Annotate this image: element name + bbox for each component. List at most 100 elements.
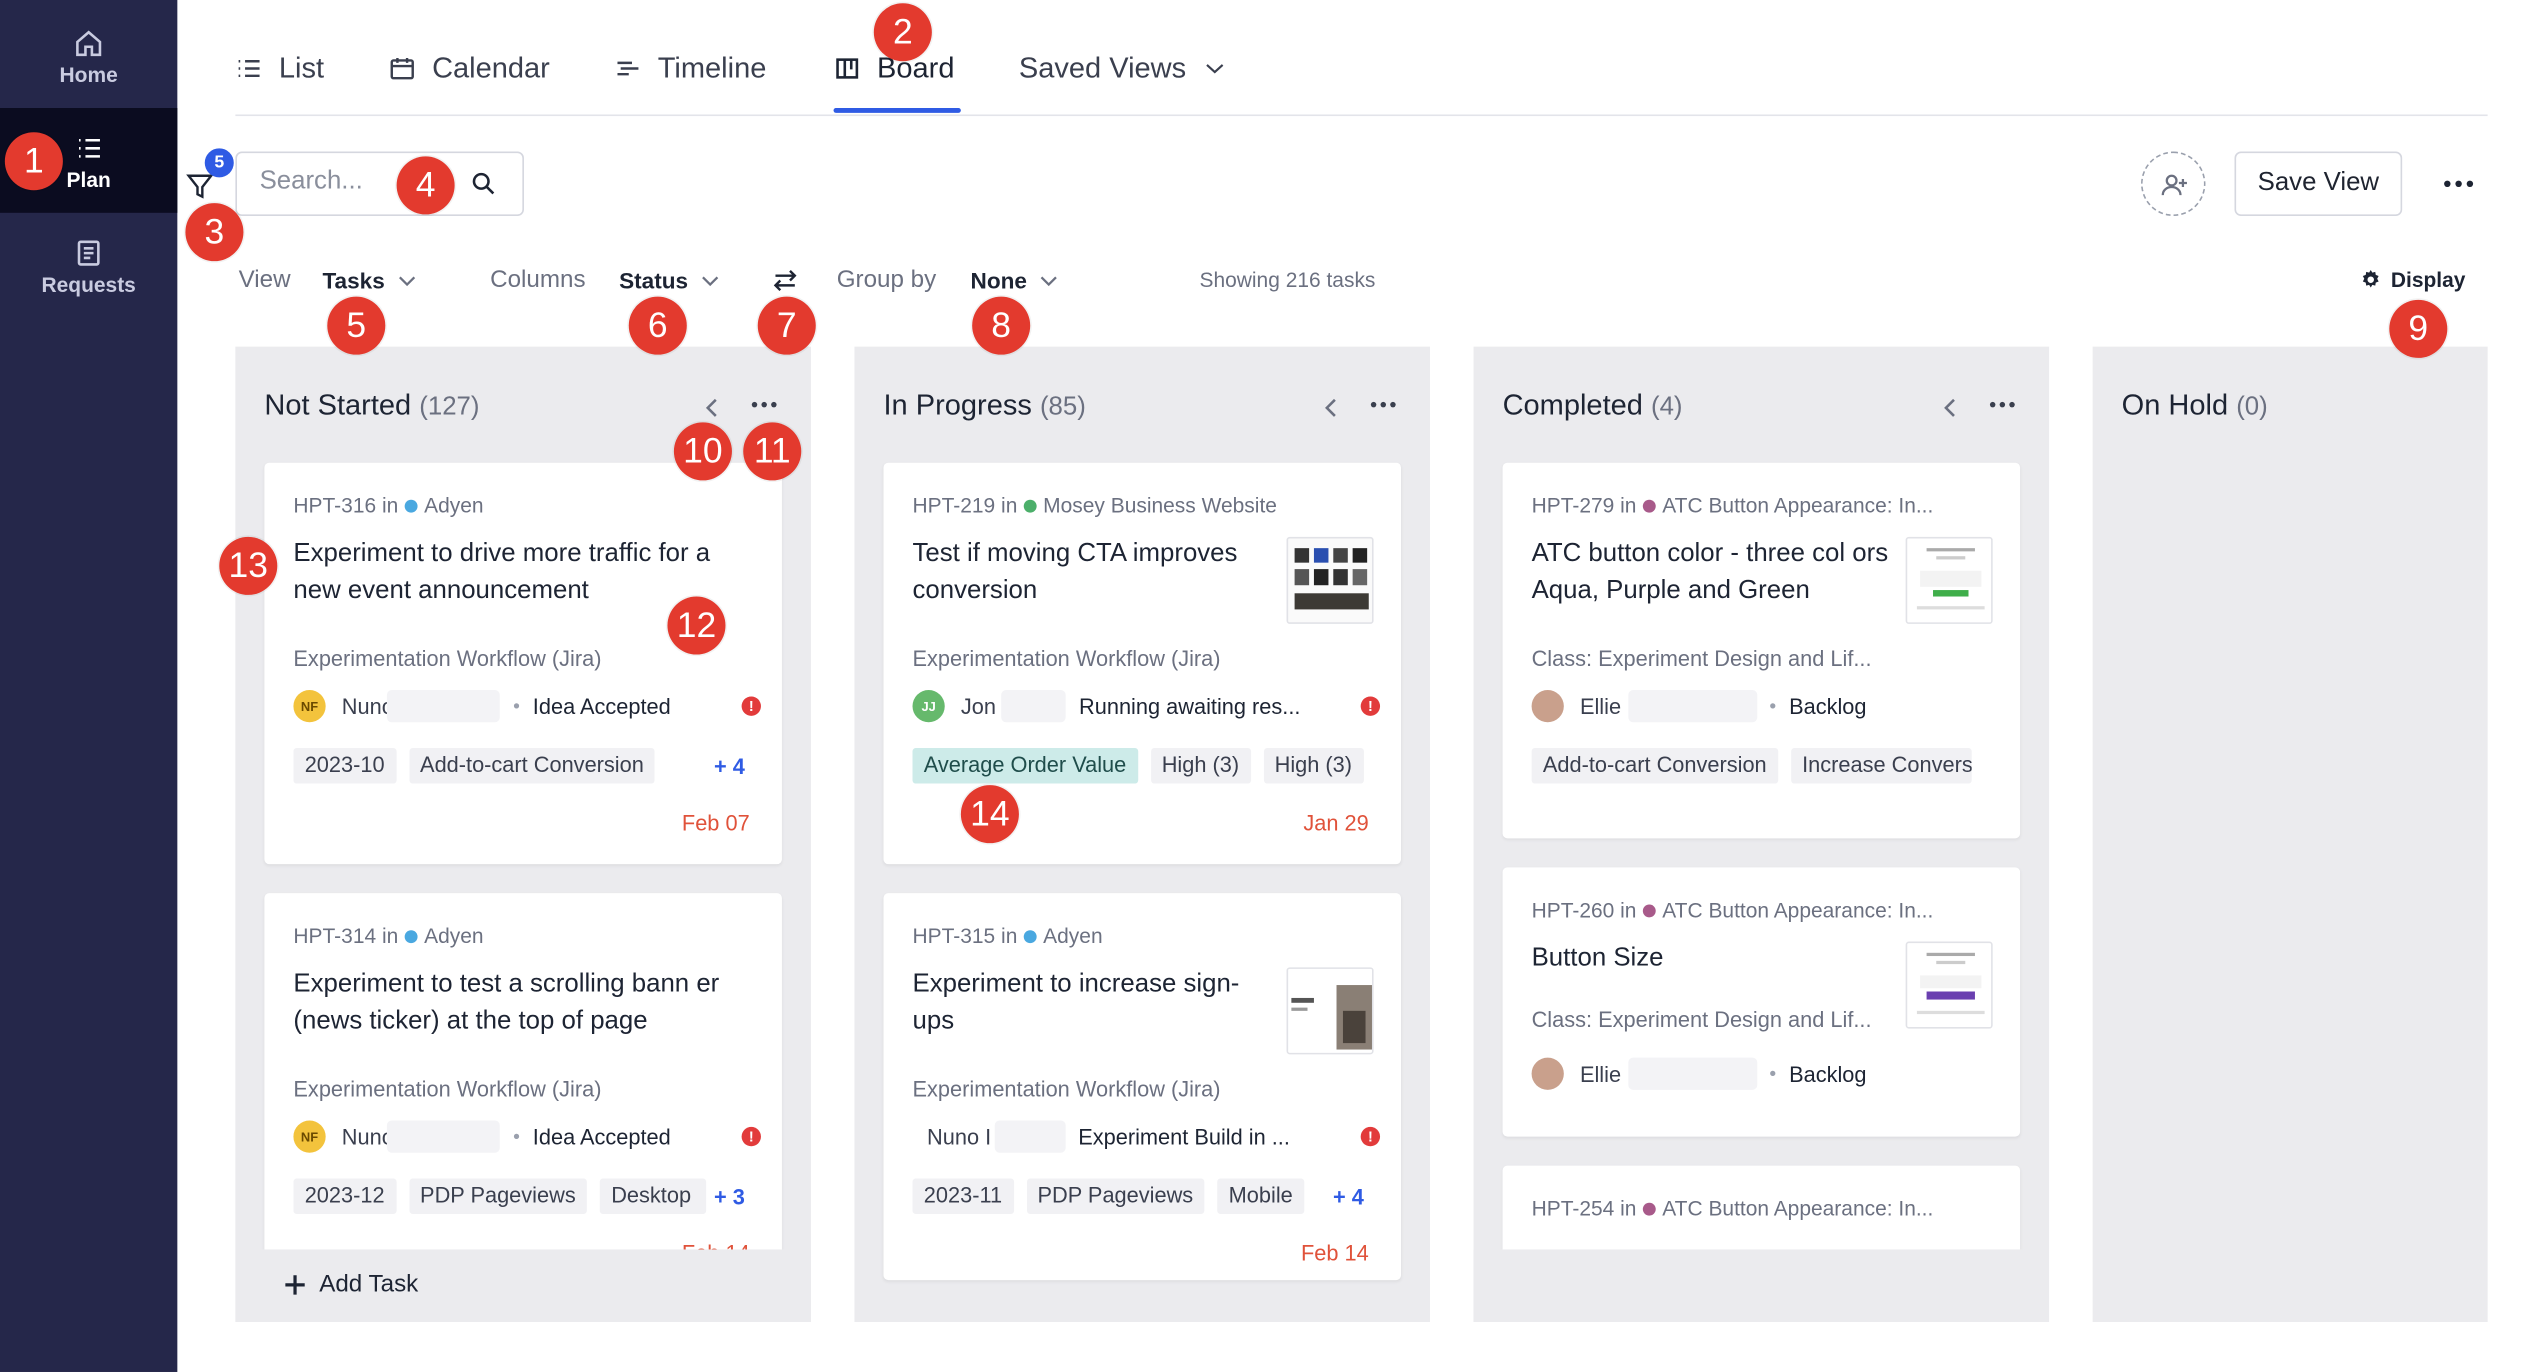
more-tags-link[interactable]: + 4 <box>713 754 745 779</box>
add-user-icon <box>2161 174 2187 196</box>
tag: Average Order Value <box>912 748 1138 784</box>
card-assignee-row: NF Nuno • Idea Accepted ! <box>293 690 761 723</box>
more-options-icon[interactable] <box>1367 395 1399 414</box>
card-assignee-row: Ellie • Backlog <box>1531 690 2000 723</box>
tab-saved-views[interactable]: Saved Views <box>1019 52 1227 86</box>
card-title[interactable]: Button Size <box>1531 944 1664 973</box>
task-card[interactable]: HPT-315 in Adyen Experiment to increase s… <box>883 893 1402 1281</box>
column-count: (4) <box>1650 393 1683 421</box>
task-card[interactable]: HPT-316 in Adyen Experiment to drive more… <box>264 462 782 865</box>
search-box[interactable] <box>235 151 524 217</box>
board-icon <box>836 58 859 79</box>
card-title[interactable]: ATC button color - three col ors Aqua, P… <box>1531 540 1889 605</box>
tab-calendar[interactable]: Calendar <box>389 52 550 86</box>
avatar: JJ <box>912 690 945 723</box>
task-card[interactable]: HPT-219 in Mosey Business Website Test if… <box>883 462 1402 865</box>
redacted-name <box>1001 690 1067 723</box>
task-card[interactable]: HPT-260 in ATC Button Appearance: In... B… <box>1502 867 2021 1137</box>
column-count: (0) <box>2236 393 2268 421</box>
task-card[interactable]: HPT-279 in ATC Button Appearance: In... A… <box>1502 462 2021 839</box>
card-status: Running awaiting res... <box>1079 694 1301 719</box>
column-title: Completed <box>1502 388 1643 421</box>
column-not-started: Not Started (127) HPT-316 in Adyen Experi… <box>235 346 811 1323</box>
sidebar: Home Plan Requests <box>0 0 178 1372</box>
invite-user-button[interactable] <box>2141 151 2206 217</box>
column-header: In Progress (85) <box>883 389 1085 423</box>
card-title[interactable]: Experiment to drive more traffic for a n… <box>293 540 711 605</box>
card-title[interactable]: Experiment to increase sign-ups <box>912 970 1240 1036</box>
card-title[interactable]: Experiment to test a scrolling bann er (… <box>293 970 720 1036</box>
sidebar-item-requests[interactable]: Requests <box>0 213 177 318</box>
chevron-left-icon[interactable] <box>1324 397 1340 420</box>
add-task-button[interactable]: Add Task <box>284 1270 418 1298</box>
groupby-value: None <box>970 267 1027 294</box>
filter-icon[interactable] <box>184 168 216 203</box>
project-dot <box>1023 930 1037 944</box>
column-header: Completed (4) <box>1503 389 1683 423</box>
annotation-marker: 8 <box>972 296 1031 355</box>
annotation-marker: 5 <box>327 296 386 355</box>
display-button[interactable]: Display <box>2360 268 2465 292</box>
sidebar-item-label: Requests <box>41 272 136 297</box>
card-project: Adyen <box>1043 923 1103 948</box>
card-id: HPT-260 in <box>1531 897 1637 923</box>
more-options-icon[interactable] <box>2438 164 2480 203</box>
card-assignee-row: Nuno I Experiment Build in ... ! <box>913 1120 1381 1153</box>
chevron-down-icon <box>1040 275 1057 286</box>
card-tags: Add-to-cart Conversion Increase Conversi <box>1531 748 2000 784</box>
card-workflow: Class: Experiment Design and Lif... <box>1531 1007 1872 1032</box>
sidebar-item-label: Plan <box>66 167 111 192</box>
more-options-icon[interactable] <box>1986 395 2018 414</box>
card-tags: 2023-10 Add-to-cart Conversion + 4 <box>293 748 761 784</box>
column-count: (127) <box>419 393 480 421</box>
card-title[interactable]: Test if moving CTA improves conversion <box>912 540 1238 605</box>
annotation-marker: 4 <box>396 156 455 215</box>
card-ref: HPT-314 in Adyen <box>293 924 761 948</box>
add-task-bar <box>235 1249 811 1323</box>
more-options-icon[interactable] <box>748 395 780 414</box>
tag: PDP Pageviews <box>408 1178 588 1214</box>
product-grid-image <box>1294 548 1369 610</box>
avatar: NF <box>293 1120 326 1153</box>
task-count-text: Showing 216 tasks <box>1199 267 1376 292</box>
annotation-marker: 12 <box>667 596 726 655</box>
tab-timeline[interactable]: Timeline <box>614 52 766 86</box>
card-thumbnail <box>1286 536 1374 624</box>
swap-icon[interactable] <box>771 268 800 294</box>
card-id: HPT-279 in <box>1531 493 1637 518</box>
groupby-select[interactable]: None <box>970 267 1058 294</box>
chevron-left-icon[interactable] <box>705 397 721 420</box>
column-header: Not Started (127) <box>264 389 479 423</box>
display-label: Display <box>2390 267 2466 292</box>
view-select[interactable]: Tasks <box>322 268 415 293</box>
groupby-label: Group by <box>836 266 937 294</box>
card-workflow: Experimentation Workflow (Jira) <box>912 1076 1221 1102</box>
search-icon[interactable] <box>471 171 497 197</box>
sidebar-item-home[interactable]: Home <box>0 3 177 108</box>
chevron-left-icon[interactable] <box>1943 397 1959 420</box>
task-card[interactable]: HPT-314 in Adyen Experiment to test a scr… <box>264 893 782 1281</box>
card-workflow: Experimentation Workflow (Jira) <box>293 646 602 671</box>
card-assignee-row: Ellie • Backlog <box>1531 1057 2000 1090</box>
column-title: Not Started <box>264 388 412 421</box>
tag: High (3) <box>1263 748 1364 784</box>
more-tags-link[interactable]: + 4 <box>1333 1184 1364 1210</box>
chevron-down-icon <box>1205 64 1223 74</box>
annotation-marker: 9 <box>2389 299 2448 358</box>
project-dot <box>404 499 418 513</box>
tag: 2023-11 <box>912 1178 1014 1214</box>
card-project: Adyen <box>424 493 484 518</box>
column-title: In Progress <box>883 388 1032 421</box>
card-id: HPT-315 in <box>912 923 1018 948</box>
tag: Mobile <box>1217 1178 1305 1214</box>
avatar <box>1531 690 1564 723</box>
tab-list[interactable]: List <box>235 52 324 86</box>
separator-dot: • <box>513 694 520 718</box>
columns-select[interactable]: Status <box>619 268 719 293</box>
document-icon <box>77 240 100 266</box>
tab-label: Saved Views <box>1018 51 1187 84</box>
view-tabs: List Calendar Timeline Board Saved Views <box>235 39 2488 117</box>
more-tags-link[interactable]: + 3 <box>713 1184 745 1210</box>
save-view-button[interactable]: Save View <box>2234 151 2403 217</box>
